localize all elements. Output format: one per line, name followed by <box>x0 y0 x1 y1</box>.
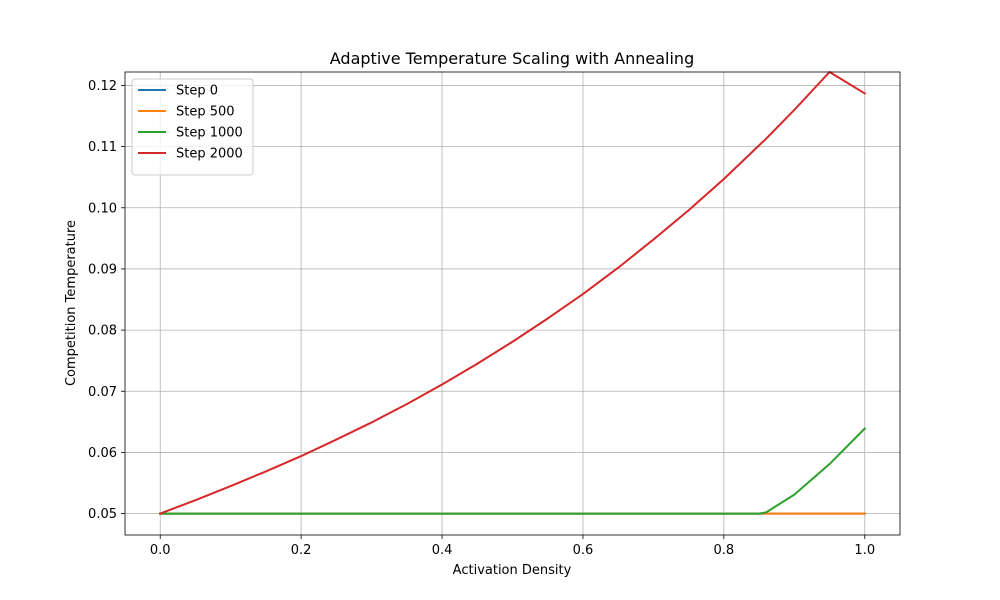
series-layer <box>158 71 867 515</box>
y-tick-label: 0.06 <box>88 446 117 461</box>
grid <box>125 72 900 535</box>
x-tick-label: 0.6 <box>573 543 594 558</box>
chart-title: Adaptive Temperature Scaling with Anneal… <box>330 49 694 68</box>
legend-box <box>131 78 254 176</box>
y-tick-label: 0.10 <box>88 201 117 216</box>
x-tick-label: 0.2 <box>291 543 312 558</box>
legend-label-step-500: Step 500 <box>176 105 235 120</box>
series-line-step-2000 <box>158 71 867 515</box>
legend-label-step-2000: Step 2000 <box>176 147 243 162</box>
x-tick-label: 0.8 <box>714 543 735 558</box>
y-tick-label: 0.07 <box>88 385 117 400</box>
x-tick-label: 1.0 <box>854 543 875 558</box>
legend-label-step-1000: Step 1000 <box>176 126 243 141</box>
x-axis: 0.0 0.2 0.4 0.6 0.8 1.0 <box>150 535 875 558</box>
x-tick-label: 0.4 <box>432 543 453 558</box>
legend: Step 0 Step 500 Step 1000 Step 2000 <box>131 78 254 176</box>
y-tick-label: 0.08 <box>88 324 117 339</box>
y-tick-label: 0.11 <box>88 140 117 155</box>
y-tick-label: 0.09 <box>88 262 117 277</box>
series-line-step-1000 <box>159 427 867 515</box>
y-axis: 0.05 0.06 0.07 0.08 0.09 0.10 0.11 0.12 <box>88 79 125 522</box>
legend-label-step-0: Step 0 <box>176 84 218 99</box>
x-tick-label: 0.0 <box>150 543 171 558</box>
plot-frame <box>124 71 901 536</box>
y-tick-label: 0.05 <box>88 507 117 522</box>
y-tick-label: 0.12 <box>88 79 117 94</box>
x-axis-label: Activation Density <box>453 563 572 578</box>
y-axis-label: Competition Temperature <box>64 220 79 386</box>
